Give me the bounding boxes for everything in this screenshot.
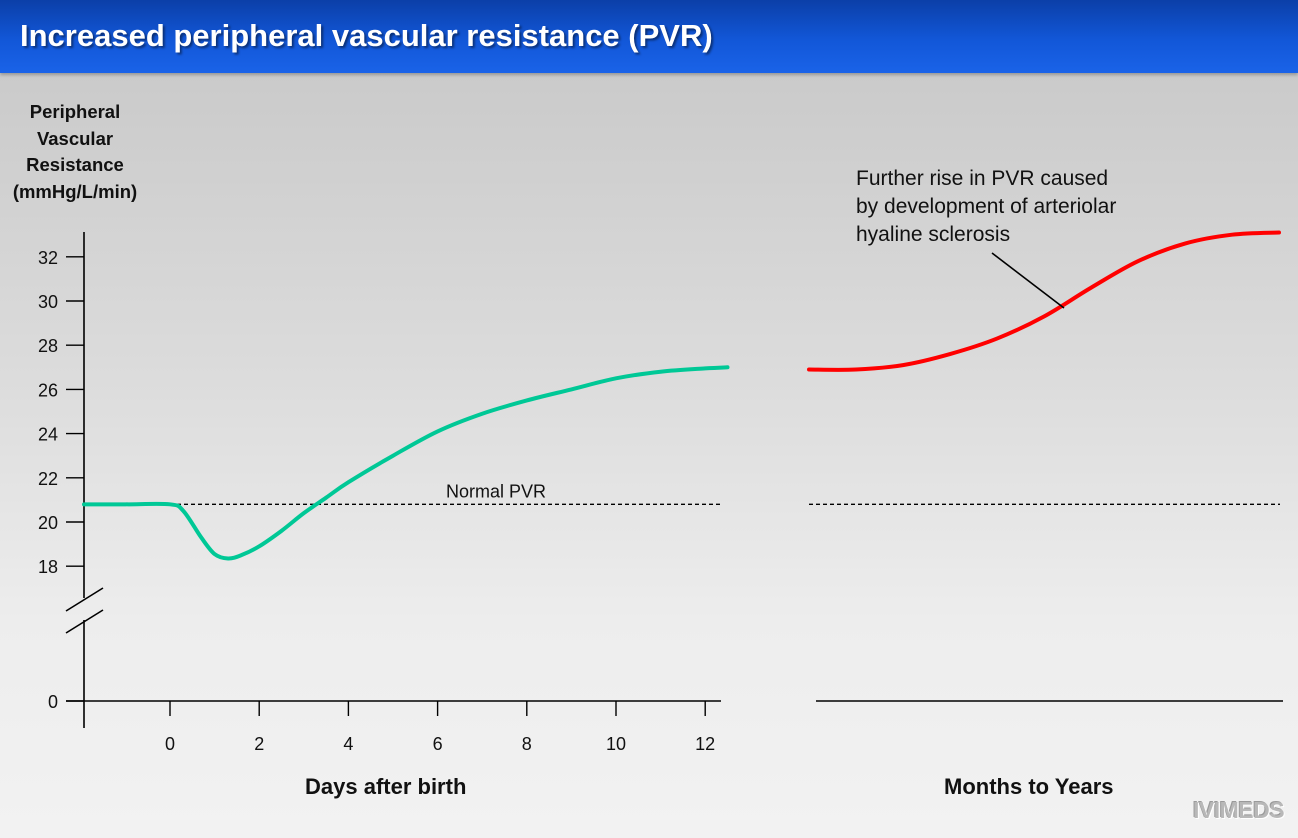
page-title: Increased peripheral vascular resistance…: [20, 18, 713, 53]
y-tick-label: 0: [48, 692, 58, 712]
y-tick-label: 20: [38, 513, 58, 533]
annotation-line: by development of arteriolar: [856, 195, 1117, 218]
series-line-days: [82, 365, 730, 561]
sclerosis-annotation: Further rise in PVR caused by developmen…: [856, 165, 1116, 249]
annotation-line: hyaline sclerosis: [856, 223, 1011, 246]
y-tick-label: 24: [38, 425, 58, 445]
y-tick-label: 28: [38, 336, 58, 356]
x-tick-label: 2: [254, 734, 264, 754]
x-tick-label: 4: [343, 734, 353, 754]
annotation-line: Further rise in PVR caused: [856, 167, 1109, 190]
normal-pvr-label: Normal PVR: [446, 481, 546, 501]
y-tick-label: 18: [38, 557, 58, 577]
ivimeds-logo: IVIMEDS: [1193, 797, 1285, 823]
annotation-leader-line: [991, 252, 1065, 309]
y-tick-label: 26: [38, 380, 58, 400]
x-tick-label: 0: [165, 734, 175, 754]
axis-break-mark: [65, 609, 104, 634]
title-bar: Increased peripheral vascular resistance…: [0, 0, 1298, 73]
y-axis-label-line: Peripheral: [29, 101, 121, 122]
x-tick-label: 6: [433, 734, 443, 754]
axis-break-mark: [65, 587, 104, 612]
y-tick-label: 32: [38, 248, 58, 268]
y-axis-label-line: Vascular: [36, 127, 114, 149]
x-axis-label-months: Months to Years: [944, 774, 1114, 799]
series-line-months: [807, 230, 1281, 372]
x-tick-label: 12: [695, 734, 715, 754]
x-tick-label: 10: [606, 734, 626, 754]
y-tick-label: 22: [38, 469, 58, 489]
y-axis-label-line: Resistance: [26, 154, 124, 175]
y-axis-label: Peripheral Vascular Resistance (mmHg/L/m…: [6, 99, 144, 205]
y-axis-label-line: (mmHg/L/min): [12, 180, 138, 202]
y-tick-label: 30: [38, 292, 58, 312]
x-tick-label: 8: [522, 734, 532, 754]
x-axis-label-days: Days after birth: [305, 774, 467, 799]
